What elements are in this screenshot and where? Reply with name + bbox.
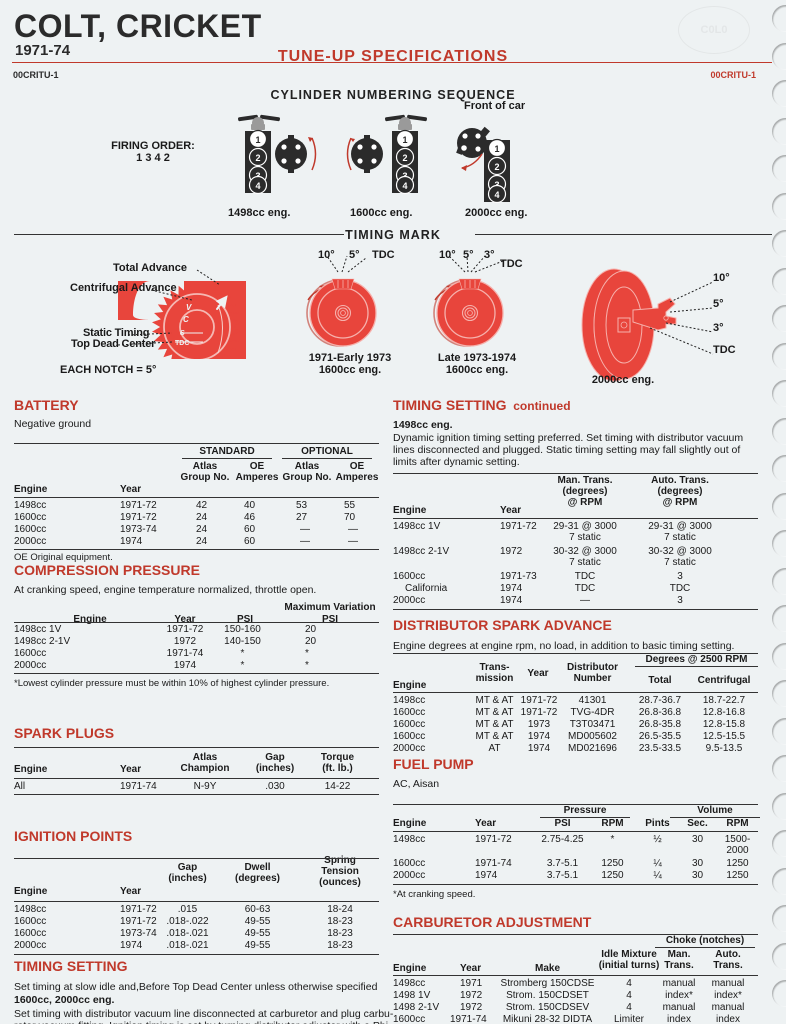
svg-text:4: 4	[402, 181, 407, 191]
svg-text:2: 2	[402, 153, 407, 163]
svg-text:C: C	[183, 315, 189, 324]
svg-text:4: 4	[494, 190, 499, 200]
svg-text:1: 1	[494, 144, 499, 154]
svg-text:1: 1	[255, 135, 260, 145]
svg-text:1: 1	[402, 135, 407, 145]
svg-text:TDC: TDC	[175, 340, 189, 347]
svg-text:2: 2	[255, 153, 260, 163]
svg-text:2: 2	[494, 162, 499, 172]
svg-text:4: 4	[255, 181, 260, 191]
svg-text:V: V	[186, 303, 192, 312]
